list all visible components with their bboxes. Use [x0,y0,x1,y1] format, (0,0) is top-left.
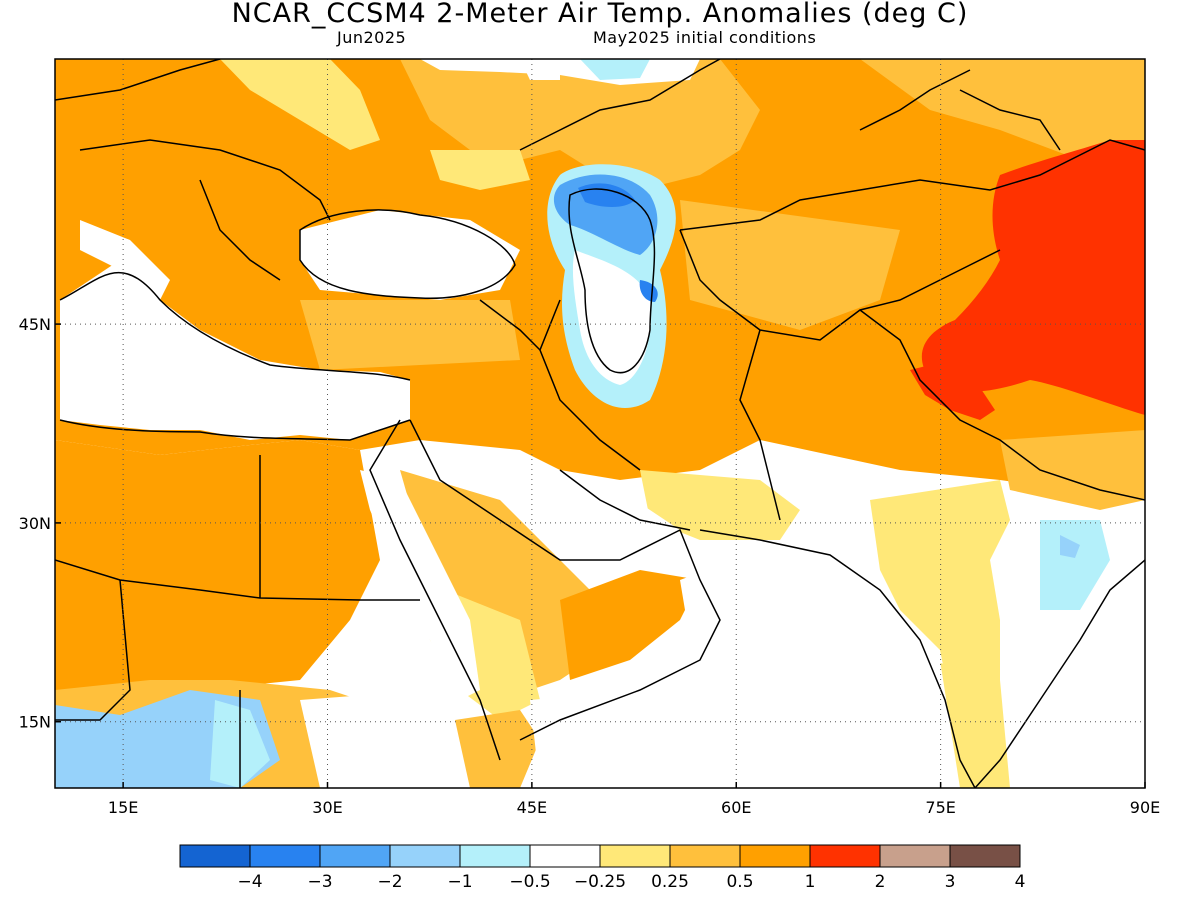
lat-tick-label: 15N [19,713,51,732]
colorbar-label: 3 [945,872,956,892]
lat-tick-label: 45N [19,315,51,334]
colorbar: −4 −3 −2 −1 −0.5 −0.25 0.25 0.5 1 2 3 4 [179,844,1026,892]
colorbar-label: −2 [377,872,402,892]
lon-tick-label: 75E [925,798,955,817]
lon-tick-label: 90E [1130,798,1160,817]
colorbar-label: 0.25 [651,872,689,892]
colorbar-swatch [319,844,391,868]
coastlines [55,59,1145,788]
anomaly-field [55,59,1145,788]
gridlines [55,59,1146,788]
chart-title: NCAR_CCSM4 2-Meter Air Temp. Anomalies (… [231,0,969,29]
latitude-labels: 45N 30N 15N [19,315,51,732]
longitude-labels: 15E 30E 45E 60E 75E 90E [108,798,1160,817]
plot-frame [54,58,1146,789]
colorbar-swatch [529,844,601,868]
colorbar-swatch [599,844,671,868]
colorbar-swatch [669,844,741,868]
colorbar-swatch [739,844,811,868]
colorbar-swatch [879,844,951,868]
colorbar-label: −0.5 [509,872,550,892]
lon-tick-label: 45E [517,798,547,817]
colorbar-swatch [249,844,321,868]
colorbar-swatch [949,844,1021,868]
colorbar-swatch [459,844,531,868]
colorbar-label: −4 [237,872,262,892]
lon-tick-label: 60E [721,798,751,817]
colorbar-swatch [809,844,881,868]
colorbar-label: 2 [875,872,886,892]
colorbar-label: −3 [307,872,332,892]
colorbar-label: −0.25 [574,872,626,892]
colorbar-swatch [389,844,461,868]
colorbar-label: 1 [805,872,816,892]
lon-tick-label: 30E [312,798,342,817]
lat-tick-label: 30N [19,514,51,533]
colorbar-swatch [179,844,251,868]
target-month-label: Jun2025 [337,28,407,47]
colorbar-label: 4 [1015,872,1026,892]
colorbar-label: 0.5 [726,872,753,892]
colorbar-label: −1 [447,872,472,892]
initial-conditions-label: May2025 initial conditions [593,28,817,47]
lon-tick-label: 15E [108,798,138,817]
